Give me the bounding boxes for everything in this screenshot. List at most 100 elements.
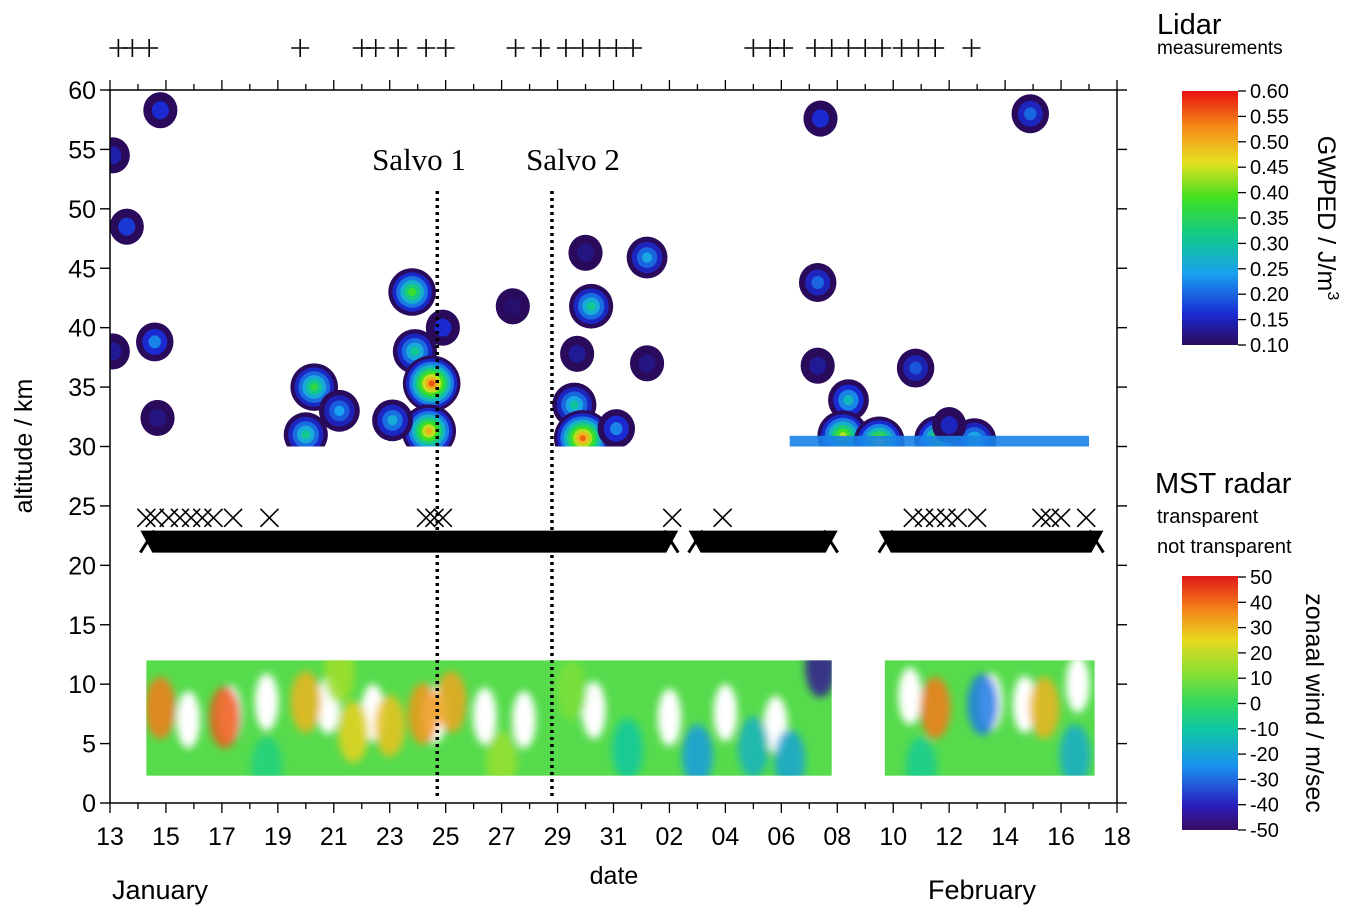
lidar-contour [638, 354, 656, 373]
colorbar-tick-label: -20 [1250, 744, 1279, 766]
lidar-blob-30 [896, 348, 935, 388]
lidar-contour [118, 217, 136, 236]
lidar-day-marker-6 [389, 39, 408, 57]
lidar-contour [408, 288, 417, 296]
lidar-colorbar-label: GWPED / J/m3 [1312, 136, 1341, 301]
wind-data-gap [254, 673, 279, 731]
salvo-label-2: Salvo 2 [526, 142, 620, 177]
lidar-day-marker-3 [291, 39, 310, 57]
lidar-contour [110, 146, 122, 165]
lidar-blob-2 [110, 208, 144, 245]
x-tick-label: 21 [320, 823, 348, 851]
wind-colorbar [1182, 576, 1238, 830]
colorbar-tick-label: 20 [1250, 643, 1272, 665]
wind-data-gap [1066, 660, 1090, 713]
colorbar-tick-label: -50 [1250, 820, 1279, 842]
wind-feature [737, 716, 769, 776]
lidar-layer-feb [789, 435, 1090, 447]
month-label-february: February [928, 875, 1037, 905]
x-tick-label: 16 [1047, 823, 1075, 851]
transparent-marker-0 [136, 508, 156, 528]
transparent-marker-21 [1040, 508, 1060, 528]
colorbar-tick-label: 0.40 [1250, 183, 1289, 205]
wind-feature [774, 729, 806, 776]
wind-feature [209, 686, 241, 749]
transparent-marker-18 [947, 508, 968, 528]
salvo-label-1: Salvo 1 [372, 142, 466, 177]
transparent-marker-14 [903, 508, 923, 528]
lidar-contour [940, 416, 958, 435]
x-axis-label: date [590, 862, 639, 890]
radar-legend-title: MST radar [1155, 468, 1292, 500]
colorbar-tick-label: 30 [1250, 618, 1272, 640]
transparent-marker-19 [967, 508, 987, 528]
lidar-colorbar-label-exponent: 3 [1324, 291, 1341, 300]
x-tick-label: 27 [488, 823, 516, 851]
transparent-marker-5 [192, 508, 212, 528]
colorbar-tick-label: -10 [1250, 719, 1279, 741]
lidar-contour [568, 344, 586, 363]
x-tick-label: 10 [879, 823, 907, 851]
x-tick-label: 04 [711, 823, 739, 851]
lidar-blob-13 [372, 399, 413, 442]
lidar-contour [843, 394, 854, 406]
transparent-marker-22 [1051, 508, 1071, 528]
colorbar-tick-label: 0.10 [1250, 335, 1289, 357]
lidar-blob-12 [401, 404, 457, 447]
lidar-day-marker-25 [909, 39, 928, 57]
lidar-blob-0 [143, 92, 178, 129]
lidar-day-marker-23 [873, 39, 892, 57]
lidar-colorbar [1182, 91, 1238, 345]
lidar-blob-3 [136, 322, 174, 362]
lidar-day-marker-13 [590, 39, 609, 57]
colorbar-tick-label: 0.15 [1250, 310, 1289, 332]
wind-features [146, 660, 1091, 776]
colorbar-tick-label: -40 [1250, 795, 1279, 817]
transparent-marker-12 [662, 508, 682, 528]
lidar-colorbar-ticks: 0.60 0.55 0.50 0.45 0.40 0.35 0.30 0.25 0.20 0.15… [1238, 81, 1289, 357]
x-tick-label: 17 [208, 823, 236, 851]
wind-data-gap [657, 688, 682, 746]
wind-feature [682, 724, 713, 776]
lidar-day-marker-8 [436, 39, 455, 57]
colorbar-tick-label: 0.35 [1250, 208, 1289, 230]
salvo-annotations: Salvo 1 Salvo 2 [372, 142, 620, 797]
y-tick-label: 0 [82, 790, 96, 818]
lidar-day-marker-11 [556, 39, 575, 57]
wind-feature [967, 673, 999, 736]
y-tick-label: 60 [68, 77, 96, 105]
lidar-day-marker-15 [624, 39, 643, 57]
x-tick-label: 15 [152, 823, 180, 851]
colorbar-tick-label: 0.20 [1250, 284, 1289, 306]
lidar-day-marker-24 [892, 39, 911, 57]
colorbar-tick-label: 10 [1250, 668, 1272, 690]
lidar-blob-23 [630, 345, 665, 382]
x-tick-label: 14 [991, 823, 1019, 851]
transparent-marker-7 [223, 508, 243, 528]
transparent-marker-9 [416, 508, 436, 528]
y-tick-label: 5 [82, 731, 96, 759]
lidar-contour [579, 435, 586, 442]
lidar-contour [641, 252, 653, 263]
lidar-blob-21 [597, 409, 636, 447]
lidar-contour [586, 301, 596, 311]
x-tick-label: 13 [96, 823, 124, 851]
lidar-blob-27 [828, 379, 869, 422]
lidar-contour [1024, 107, 1037, 121]
transparent-marker-6 [203, 508, 224, 528]
lidar-day-marker-20 [822, 39, 841, 57]
colorbar-tick-label: 0.55 [1250, 106, 1289, 128]
colorbar-tick-label: 0 [1250, 694, 1261, 716]
y-tick-label: 55 [68, 136, 96, 164]
lidar-blob-25 [798, 263, 837, 302]
transparent-marker-10 [424, 508, 445, 528]
y-tick-label: 50 [68, 196, 96, 224]
lidar-blob-20 [553, 410, 612, 447]
not-transparent-band-2 [878, 530, 1104, 553]
lidar-legend-title: Lidar [1157, 9, 1222, 41]
y-tick-label: 15 [68, 612, 96, 640]
x-tick-label: 19 [264, 823, 292, 851]
lidar-blob-5 [140, 399, 175, 437]
lidar-blob-34 [1011, 94, 1050, 134]
